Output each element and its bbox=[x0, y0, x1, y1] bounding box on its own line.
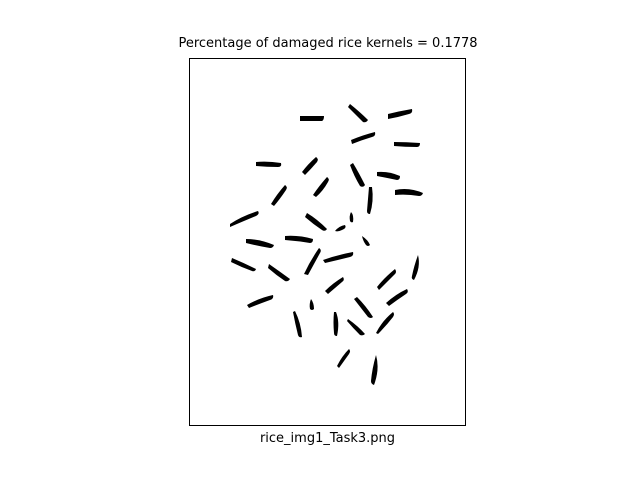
rice-kernel bbox=[313, 177, 329, 197]
rice-kernel bbox=[271, 185, 287, 206]
rice-kernel bbox=[325, 277, 344, 294]
rice-kernel bbox=[293, 311, 302, 338]
rice-kernel bbox=[323, 252, 354, 263]
figure-title: Percentage of damaged rice kernels = 0.1… bbox=[178, 36, 478, 51]
rice-kernel bbox=[351, 132, 376, 144]
rice-kernel bbox=[386, 289, 408, 306]
rice-kernel bbox=[302, 157, 318, 175]
rice-kernel bbox=[309, 299, 314, 310]
rice-kernel bbox=[231, 258, 256, 272]
rice-kernel bbox=[305, 213, 327, 231]
rice-kernel bbox=[304, 248, 321, 275]
rice-kernel bbox=[246, 239, 274, 248]
rice-kernel bbox=[367, 187, 373, 214]
rice-kernel-image bbox=[230, 104, 423, 385]
rice-kernel bbox=[348, 104, 368, 123]
rice-kernel bbox=[377, 171, 400, 180]
rice-kernel bbox=[350, 163, 365, 187]
rice-kernel bbox=[377, 269, 396, 290]
rice-kernel bbox=[300, 116, 324, 121]
rice-kernel bbox=[268, 264, 290, 282]
rice-kernel bbox=[376, 312, 394, 334]
rice-kernel bbox=[371, 355, 378, 385]
rice-kernel bbox=[256, 161, 282, 167]
rice-kernel bbox=[285, 235, 313, 243]
rice-kernel bbox=[411, 255, 419, 280]
rice-kernel bbox=[395, 189, 423, 196]
rice-kernel bbox=[394, 142, 420, 147]
rice-kernel bbox=[347, 319, 365, 336]
rice-kernel bbox=[230, 211, 259, 227]
rice-kernel bbox=[337, 349, 350, 368]
rice-kernel bbox=[362, 236, 370, 246]
rice-kernel bbox=[333, 312, 339, 336]
rice-kernel bbox=[247, 295, 274, 308]
rice-kernel bbox=[354, 297, 373, 318]
rice-kernel bbox=[388, 109, 413, 119]
image-frame bbox=[189, 58, 466, 426]
x-axis-label: rice_img1_Task3.png bbox=[259, 431, 396, 446]
rice-kernel bbox=[349, 212, 354, 223]
rice-kernel bbox=[335, 225, 346, 232]
